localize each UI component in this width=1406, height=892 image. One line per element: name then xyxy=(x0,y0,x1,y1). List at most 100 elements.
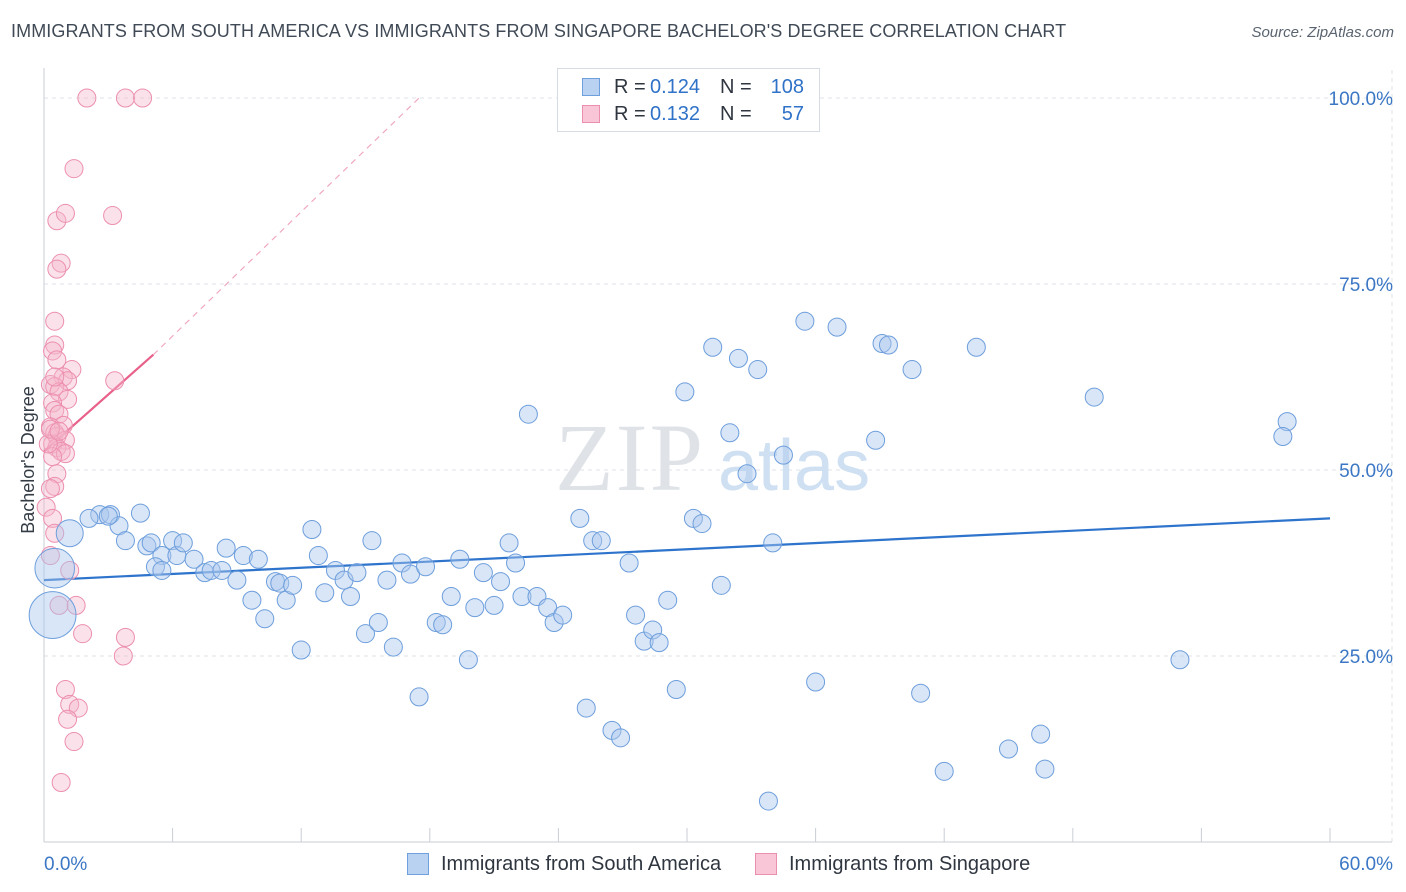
y-tick-label: 100.0% xyxy=(1329,89,1394,110)
trend-line-south-america xyxy=(43,517,1331,582)
point-south-america xyxy=(283,575,303,595)
point-south-america xyxy=(1031,724,1051,744)
axis-labels: 25.0% 50.0% 75.0% 100.0% 0.0% 60.0% xyxy=(44,89,1393,875)
point-south-america xyxy=(692,514,712,534)
chart-title: IMMIGRANTS FROM SOUTH AMERICA VS IMMIGRA… xyxy=(11,21,1067,41)
point-south-america xyxy=(458,650,478,670)
x-tick-label: 0.0% xyxy=(44,854,87,875)
point-south-america xyxy=(773,445,793,465)
point-singapore xyxy=(51,772,71,792)
legend-swatch-pink xyxy=(582,105,600,123)
point-singapore xyxy=(38,434,58,454)
point-south-america xyxy=(1035,759,1055,779)
point-south-america xyxy=(720,423,740,443)
x-tick-label: 60.0% xyxy=(1339,854,1393,875)
point-singapore xyxy=(55,679,75,699)
series-legend-label: Immigrants from South America xyxy=(441,852,722,875)
legend-swatch-blue xyxy=(582,78,600,96)
point-south-america xyxy=(433,615,453,635)
point-singapore xyxy=(77,88,97,108)
point-south-america xyxy=(173,533,193,553)
point-south-america xyxy=(703,337,723,357)
watermark: ZIP atlas xyxy=(555,404,870,511)
point-south-america xyxy=(409,687,429,707)
point-south-america xyxy=(347,563,367,583)
point-south-america xyxy=(356,624,375,644)
point-south-america xyxy=(934,761,954,781)
point-south-america xyxy=(152,560,172,580)
point-south-america xyxy=(806,672,826,692)
point-south-america xyxy=(619,553,639,573)
series-legend-label: Immigrants from Singapore xyxy=(789,852,1031,875)
point-singapore xyxy=(43,393,63,413)
point-south-america xyxy=(902,360,922,380)
point-south-america xyxy=(758,791,778,811)
point-south-america xyxy=(1273,427,1293,447)
y-tick-label: 50.0% xyxy=(1339,461,1393,482)
legend-n-label: N = xyxy=(720,75,752,98)
point-singapore xyxy=(113,646,133,666)
point-singapore xyxy=(105,371,125,391)
point-south-america xyxy=(675,382,695,402)
point-singapore xyxy=(64,159,84,179)
legend-r-value: 0.132 xyxy=(650,102,701,125)
point-south-america xyxy=(911,683,931,703)
y-tick-label: 75.0% xyxy=(1339,275,1393,296)
stats-legend: R = 0.124 N = 108 R = 0.132 N = 57 xyxy=(557,68,820,132)
point-south-america xyxy=(1277,412,1297,432)
point-south-america xyxy=(291,640,311,660)
point-south-america xyxy=(216,538,236,558)
point-south-america xyxy=(212,560,232,580)
series-swatch-blue xyxy=(407,853,429,875)
point-south-america xyxy=(79,508,99,528)
point-south-america xyxy=(377,570,397,590)
point-singapore xyxy=(115,627,135,647)
point-south-america xyxy=(130,503,150,523)
legend-row-south-america: R = 0.124 N = 108 xyxy=(582,74,804,100)
legend-row-singapore: R = 0.132 N = 57 xyxy=(582,101,804,127)
point-south-america xyxy=(362,531,382,551)
y-axis-label: Bachelor's Degree xyxy=(18,386,38,534)
point-singapore xyxy=(47,259,67,279)
data-points xyxy=(28,88,1297,811)
point-singapore xyxy=(45,523,65,543)
point-south-america xyxy=(658,590,678,610)
legend-r-value: 0.124 xyxy=(650,75,701,98)
point-singapore xyxy=(49,595,69,615)
series-legend-south-america: Immigrants from South America xyxy=(407,852,721,876)
point-singapore xyxy=(64,732,84,752)
trend-line-singapore-extension xyxy=(152,97,420,356)
point-south-america xyxy=(611,728,631,748)
legend-r-label: R = xyxy=(614,102,646,125)
point-singapore xyxy=(115,88,135,108)
point-south-america xyxy=(506,553,526,573)
point-singapore xyxy=(58,709,78,729)
y-tick-label: 25.0% xyxy=(1339,647,1393,668)
point-south-america xyxy=(491,572,511,592)
source-label: Source: ZipAtlas.com xyxy=(1251,24,1394,41)
point-south-america xyxy=(141,533,161,553)
point-singapore xyxy=(49,421,69,441)
point-south-america xyxy=(55,519,84,548)
point-singapore xyxy=(47,350,67,370)
point-south-america xyxy=(1084,387,1104,407)
point-singapore xyxy=(55,203,75,223)
point-south-america xyxy=(1170,650,1190,670)
point-singapore xyxy=(36,497,56,517)
point-south-america xyxy=(308,546,328,566)
point-south-america xyxy=(233,546,253,566)
point-singapore xyxy=(58,389,78,409)
point-south-america xyxy=(711,575,731,595)
point-singapore xyxy=(40,479,60,499)
point-south-america xyxy=(518,404,538,424)
point-south-america xyxy=(255,609,275,629)
trend-lines xyxy=(43,97,1331,582)
point-south-america xyxy=(649,633,669,653)
legend-r-label: R = xyxy=(614,75,646,98)
point-south-america xyxy=(512,586,532,606)
point-south-america xyxy=(34,547,76,589)
grid-lines xyxy=(44,70,1393,842)
watermark-atlas: atlas xyxy=(718,426,870,506)
point-south-america xyxy=(666,679,686,699)
point-singapore xyxy=(55,444,75,464)
